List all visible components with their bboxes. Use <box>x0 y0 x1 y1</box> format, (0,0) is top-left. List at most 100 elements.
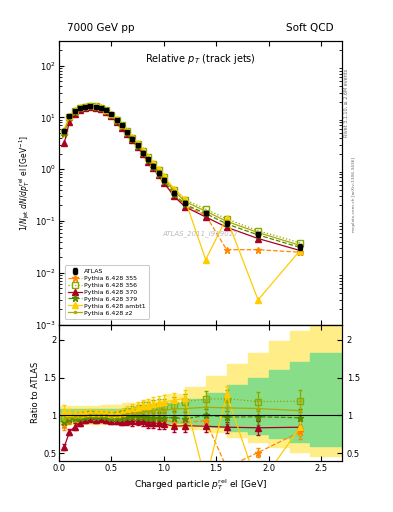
Pythia 6.428 356 <box>130 135 135 141</box>
Pythia 6.428 379 <box>140 150 145 156</box>
Pythia 6.428 ambt1 <box>298 247 302 253</box>
Text: 7000 GeV pp: 7000 GeV pp <box>67 23 134 33</box>
Pythia 6.428 z2 <box>156 168 161 175</box>
Pythia 6.428 370 <box>77 107 82 113</box>
Pythia 6.428 379 <box>77 105 82 112</box>
Pythia 6.428 370 <box>99 106 103 112</box>
Pythia 6.428 356 <box>62 129 66 135</box>
Pythia 6.428 ambt1 <box>172 186 176 192</box>
Pythia 6.428 370 <box>93 105 98 111</box>
Pythia 6.428 379 <box>104 108 108 114</box>
Pythia 6.428 370 <box>135 144 140 150</box>
Pythia 6.428 370 <box>88 104 93 110</box>
Pythia 6.428 356 <box>298 240 302 246</box>
Pythia 6.428 379 <box>224 221 229 227</box>
Pythia 6.428 355 <box>130 137 135 143</box>
Pythia 6.428 370 <box>67 119 72 125</box>
Pythia 6.428 z2 <box>203 208 208 214</box>
Pythia 6.428 356 <box>172 187 176 193</box>
Pythia 6.428 379 <box>119 123 124 129</box>
Line: Pythia 6.428 z2: Pythia 6.428 z2 <box>62 104 302 247</box>
Pythia 6.428 ambt1 <box>125 128 129 134</box>
Pythia 6.428 370 <box>125 131 129 137</box>
Pythia 6.428 370 <box>62 140 66 146</box>
Pythia 6.428 370 <box>119 124 124 131</box>
Pythia 6.428 370 <box>130 137 135 143</box>
Pythia 6.428 ambt1 <box>114 116 119 122</box>
Pythia 6.428 z2 <box>67 114 72 120</box>
Pythia 6.428 z2 <box>125 129 129 135</box>
Pythia 6.428 ambt1 <box>62 126 66 133</box>
Pythia 6.428 379 <box>83 104 88 110</box>
Pythia 6.428 ambt1 <box>72 107 77 113</box>
Pythia 6.428 355 <box>162 179 166 185</box>
Pythia 6.428 ambt1 <box>162 173 166 179</box>
Pythia 6.428 z2 <box>146 155 151 161</box>
Pythia 6.428 379 <box>172 190 176 197</box>
Pythia 6.428 355 <box>182 202 187 208</box>
Pythia 6.428 356 <box>140 147 145 154</box>
Pythia 6.428 370 <box>182 204 187 210</box>
Pythia 6.428 z2 <box>182 198 187 204</box>
Pythia 6.428 355 <box>109 112 114 118</box>
Pythia 6.428 370 <box>224 224 229 230</box>
Pythia 6.428 379 <box>256 232 261 238</box>
Pythia 6.428 356 <box>77 105 82 111</box>
Pythia 6.428 z2 <box>77 105 82 111</box>
Pythia 6.428 356 <box>256 228 261 234</box>
Pythia 6.428 356 <box>125 128 129 134</box>
Text: Soft QCD: Soft QCD <box>286 23 334 33</box>
Pythia 6.428 355 <box>172 192 176 198</box>
Pythia 6.428 z2 <box>104 107 108 113</box>
Pythia 6.428 355 <box>256 247 261 253</box>
Pythia 6.428 379 <box>203 210 208 217</box>
Pythia 6.428 356 <box>104 107 108 113</box>
Pythia 6.428 355 <box>140 151 145 157</box>
Pythia 6.428 356 <box>109 112 114 118</box>
Text: mcplots.cern.ch [arXiv:1306.3436]: mcplots.cern.ch [arXiv:1306.3436] <box>352 157 356 232</box>
Pythia 6.428 ambt1 <box>109 111 114 117</box>
Pythia 6.428 379 <box>135 143 140 149</box>
Pythia 6.428 370 <box>140 151 145 157</box>
Pythia 6.428 356 <box>151 161 156 167</box>
Pythia 6.428 ambt1 <box>224 215 229 221</box>
Pythia 6.428 356 <box>88 103 93 109</box>
Pythia 6.428 ambt1 <box>203 257 208 263</box>
Pythia 6.428 379 <box>146 157 151 163</box>
Pythia 6.428 ambt1 <box>135 140 140 146</box>
Pythia 6.428 379 <box>93 104 98 110</box>
Text: ATLAS_2011_I919017: ATLAS_2011_I919017 <box>163 230 238 237</box>
Pythia 6.428 z2 <box>109 112 114 118</box>
Pythia 6.428 z2 <box>72 108 77 114</box>
Pythia 6.428 356 <box>182 197 187 203</box>
Pythia 6.428 379 <box>67 114 72 120</box>
Pythia 6.428 356 <box>114 117 119 123</box>
Pythia 6.428 z2 <box>99 105 103 111</box>
Pythia 6.428 379 <box>130 136 135 142</box>
Pythia 6.428 ambt1 <box>93 103 98 109</box>
Pythia 6.428 379 <box>88 103 93 110</box>
Pythia 6.428 379 <box>182 201 187 207</box>
Pythia 6.428 ambt1 <box>77 104 82 110</box>
Pythia 6.428 ambt1 <box>104 106 108 113</box>
Pythia 6.428 ambt1 <box>182 196 187 202</box>
Pythia 6.428 355 <box>151 164 156 170</box>
Pythia 6.428 356 <box>83 103 88 110</box>
Pythia 6.428 370 <box>203 214 208 220</box>
Pythia 6.428 355 <box>135 143 140 149</box>
Pythia 6.428 z2 <box>88 103 93 109</box>
Pythia 6.428 355 <box>125 130 129 136</box>
Pythia 6.428 379 <box>162 178 166 184</box>
Pythia 6.428 z2 <box>114 117 119 123</box>
Pythia 6.428 356 <box>224 216 229 222</box>
Pythia 6.428 370 <box>109 113 114 119</box>
Text: Relative $p_T$ (track jets): Relative $p_T$ (track jets) <box>145 52 256 67</box>
Text: Rivet 3.1.10, ≥ 2.6M events: Rivet 3.1.10, ≥ 2.6M events <box>344 68 349 137</box>
Pythia 6.428 356 <box>135 141 140 147</box>
Pythia 6.428 355 <box>88 103 93 110</box>
Pythia 6.428 z2 <box>151 162 156 168</box>
Pythia 6.428 z2 <box>119 122 124 129</box>
Pythia 6.428 355 <box>203 212 208 218</box>
Pythia 6.428 356 <box>146 154 151 160</box>
Line: Pythia 6.428 379: Pythia 6.428 379 <box>61 103 303 251</box>
